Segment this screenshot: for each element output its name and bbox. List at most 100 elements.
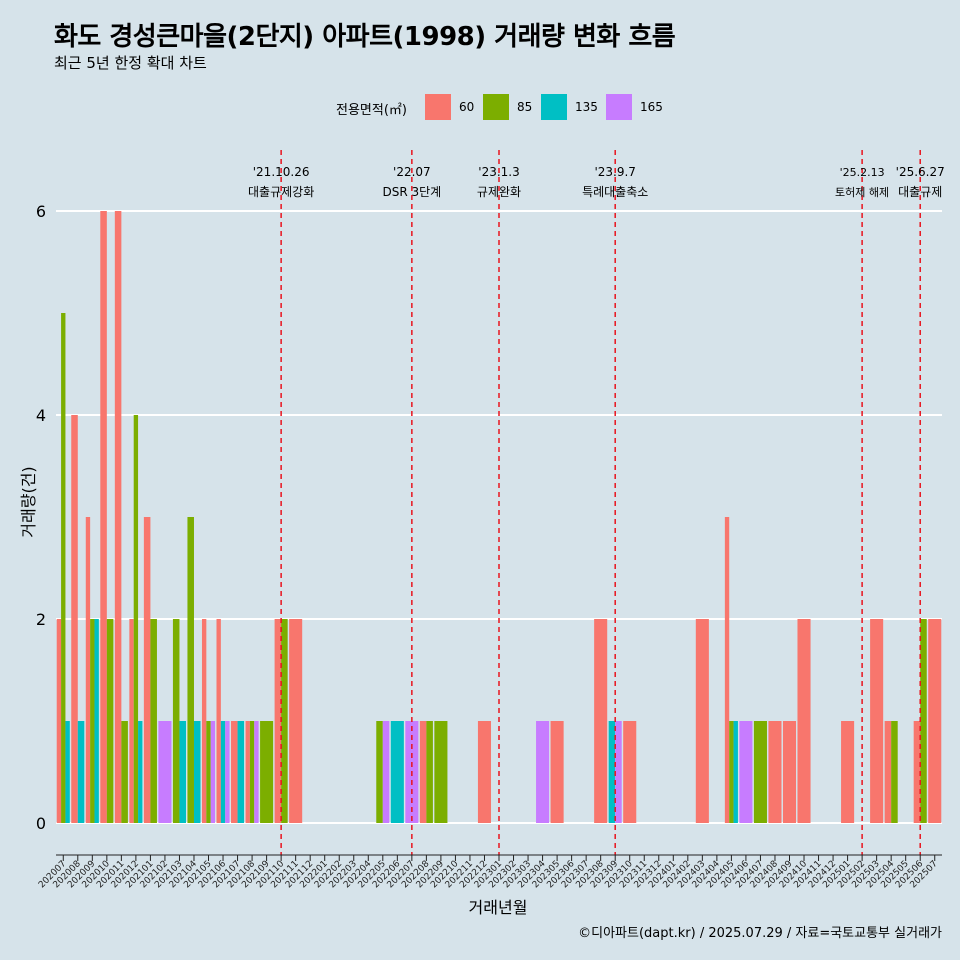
bar-202105-60 [201,619,207,823]
bar-202305-60 [550,721,564,823]
bar-202007-85 [61,313,66,823]
bar-202209-85 [434,721,448,823]
bar-202101-85 [150,619,157,823]
bar-202106-135 [220,721,226,823]
bar-202108-60 [245,721,250,823]
bar-202107-135 [237,721,245,823]
bar-202405-135 [733,721,738,823]
bar-202407-85 [753,721,767,823]
bar-202109-85 [260,721,274,823]
bar-202103-135 [179,721,186,823]
bar-202010-60 [100,211,107,823]
legend-swatch-165 [606,94,632,120]
legend-label-60: 60 [459,100,475,114]
bar-202008-60 [71,415,78,823]
bar-202208-85 [426,721,433,823]
bar-202106-60 [216,619,221,823]
bar-202105-85 [206,721,211,823]
bar-202208-60 [419,721,427,823]
bar-202106-165 [225,721,230,823]
bar-202410-60 [797,619,811,823]
bar-202011-60 [114,211,122,823]
bar-202310-60 [623,721,637,823]
legend-swatch-60 [425,94,451,120]
chart-title: 화도 경성큰마을(2단지) 아파트(1998) 거래량 변화 흐름 [54,22,676,52]
bar-202405-60 [724,517,730,823]
bars [56,211,942,823]
bar-202309-165 [615,721,622,823]
bar-202102-165 [158,721,172,823]
event-markers: '21.10.26 대출규제강화 '22.07 DSR 3단계 '23.1.3 규제완화 '… [248,150,945,855]
bar-202007-60 [56,619,62,823]
event-label: 규제완화 [477,185,521,199]
y-axis-title: 거래량(건) [19,466,38,537]
event-label: 대출규제 [898,185,942,199]
event-date: '23.1.3 [478,165,519,179]
event-date: '22.07 [393,165,431,179]
bar-202501-60 [841,721,855,823]
bar-202503-60 [870,619,884,823]
bar-202205-165 [382,721,390,823]
event-date: '21.10.26 [253,165,310,179]
bar-202504-85 [891,721,898,823]
legend-label-165: 165 [640,100,663,114]
bar-202406-165 [739,721,753,823]
bar-202105-165 [210,721,216,823]
event-label: 토허제 해제 [835,185,889,199]
bar-202008-135 [77,721,85,823]
bar-202206-135 [390,721,404,823]
event-date: '25.2.13 [840,166,885,179]
chart-subtitle: 최근 5년 한정 확대 차트 [54,54,207,72]
source-caption: ©디아파트(dapt.kr) / 2025.07.29 / 자료=국토교통부 실… [578,926,942,941]
bar-202408-60 [768,721,782,823]
bar-202506-85 [920,619,927,823]
y-tick-label: 6 [36,202,46,221]
bar-202101-60 [143,517,151,823]
bar-202403-60 [695,619,709,823]
legend: 전용면적(㎡) 60 85 135 165 [0,92,960,122]
bar-202103-85 [172,619,180,823]
bar-202012-60 [129,619,134,823]
bar-202110-60 [274,619,282,823]
x-axis-title: 거래년월 [469,898,528,917]
bar-202012-85 [133,415,139,823]
event-date: '23.9.7 [594,165,635,179]
bar-202104-135 [193,721,201,823]
bar-202107-60 [231,721,238,823]
bar-202009-60 [85,517,91,823]
bar-202007-135 [65,721,70,823]
bar-202111-60 [289,619,303,823]
bar-202506-60 [913,721,921,823]
bar-202108-85 [249,721,255,823]
bar-202012-135 [138,721,143,823]
bar-202212-60 [477,721,492,823]
y-tick-label: 4 [36,406,46,425]
bar-202405-85 [729,721,734,823]
bar-202110-85 [281,619,288,823]
legend-swatch-85 [483,94,509,120]
bar-202011-85 [121,721,128,823]
bar-202009-85 [90,619,95,823]
bar-202409-60 [782,721,797,823]
event-label: 대출규제강화 [248,185,314,199]
bar-202104-85 [187,517,194,823]
event-label: 특례대출축소 [582,185,648,199]
y-tick-label: 0 [36,814,46,833]
legend-label-135: 135 [575,100,598,114]
event-date: '25.6.27 [896,165,945,179]
y-tick-label: 2 [36,610,46,629]
bar-202308-60 [594,619,608,823]
event-label: DSR 3단계 [382,185,441,199]
bar-202309-135 [608,721,616,823]
bar-202205-85 [376,721,383,823]
legend-swatch-135 [541,94,567,120]
bar-202504-60 [884,721,892,823]
bar-202108-165 [254,721,259,823]
bar-202009-135 [94,619,99,823]
bar-202010-85 [106,619,114,823]
bar-202507-60 [928,619,942,823]
bar-202304-165 [536,721,550,823]
legend-title: 전용면적(㎡) [336,103,407,118]
legend-label-85: 85 [517,100,533,114]
